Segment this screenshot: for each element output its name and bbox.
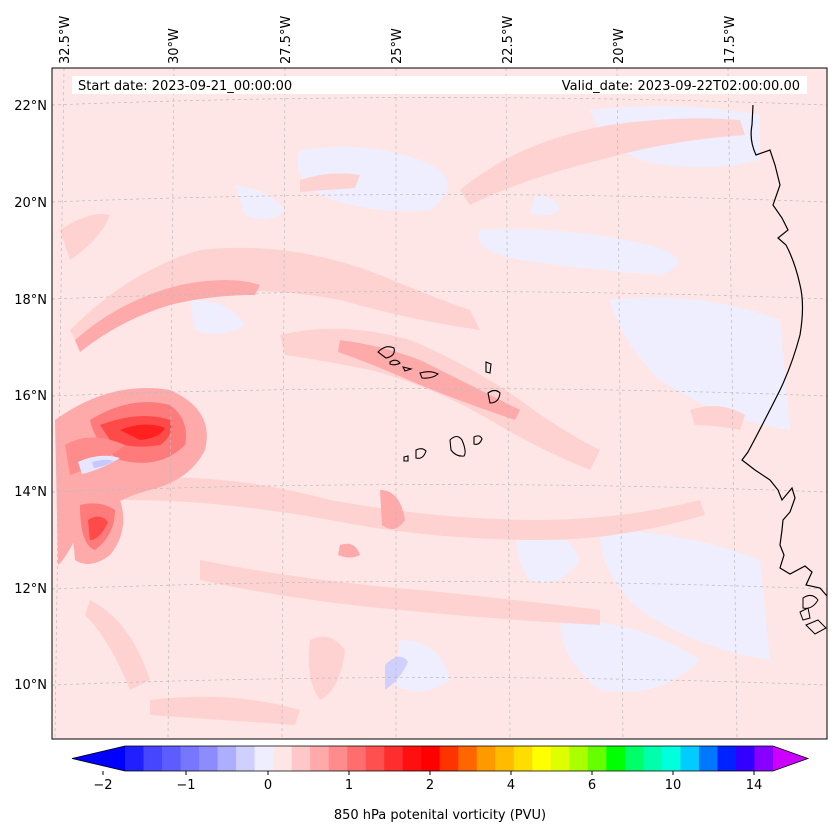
colorbar-swatch: [624, 746, 644, 771]
colorbar-swatch: [162, 746, 182, 771]
colorbar-swatch: [680, 746, 700, 771]
graticule: [52, 68, 827, 739]
colorbar-swatch: [291, 746, 311, 771]
colorbar-under-arrow: [72, 746, 125, 771]
start-date-label: Start date: 2023-09-21_00:00:00: [78, 79, 292, 94]
colorbar-over-arrow: [773, 746, 808, 771]
lon-label-30w: 30°W: [167, 28, 182, 64]
colorbar-swatch: [587, 746, 607, 771]
colorbar-swatch: [754, 746, 774, 771]
colorbar-swatch: [180, 746, 200, 771]
lon-label-27-5w: 27.5°W: [279, 16, 294, 64]
map-panel: [52, 68, 827, 739]
colorbar-swatch: [384, 746, 404, 771]
lat-label-12n: 12°N: [14, 582, 47, 597]
colorbar-swatch: [143, 746, 163, 771]
colorbar-swatch: [328, 746, 348, 771]
colorbar-tick-label: 4: [507, 778, 515, 793]
map-frame: [51, 67, 828, 740]
colorbar-swatch: [476, 746, 496, 771]
colorbar-swatch: [402, 746, 422, 771]
colorbar-swatch: [513, 746, 533, 771]
lat-label-20n: 20°N: [14, 196, 47, 211]
lon-label-32-5w: 32.5°W: [58, 16, 73, 64]
lon-label-22-5w: 22.5°W: [501, 16, 516, 64]
lat-label-18n: 18°N: [14, 293, 47, 308]
colorbar-swatch: [310, 746, 330, 771]
lon-label-17-5w: 17.5°W: [723, 16, 738, 64]
colorbar-tick-label: −2: [93, 778, 112, 793]
colorbar-swatch: [421, 746, 441, 771]
start-date-box: [72, 76, 317, 94]
colorbar-swatch: [606, 746, 626, 771]
stronger-pv-streaks: [75, 280, 520, 558]
colorbar-swatch: [458, 746, 478, 771]
colorbar-swatch: [217, 746, 237, 771]
negative-pv-patches: [190, 106, 790, 692]
colorbar: [71, 745, 810, 772]
colorbar-swatch: [569, 746, 589, 771]
lat-label-10n: 10°N: [14, 678, 47, 693]
colorbar-swatch: [717, 746, 737, 771]
lat-label-16n: 16°N: [14, 389, 47, 404]
colorbar-outline: [71, 745, 810, 772]
colorbar-tick-label: 2: [426, 778, 434, 793]
colorbar-swatch: [495, 746, 515, 771]
colorbar-swatch: [735, 746, 756, 771]
colorbar-swatch: [236, 746, 256, 771]
valid-date-box: [317, 76, 807, 94]
lon-label-20w: 20°W: [612, 28, 627, 64]
colorbar-swatch: [365, 746, 385, 771]
colorbar-swatch: [550, 746, 570, 771]
lat-label-14n: 14°N: [14, 485, 47, 500]
colorbar-swatch: [199, 746, 219, 771]
colorbar-swatch: [254, 746, 274, 771]
colorbar-tick-label: 10: [665, 778, 682, 793]
colorbar-swatch: [347, 746, 367, 771]
valid-date-label: Valid_date: 2023-09-22T02:00:00.00: [562, 79, 800, 94]
lat-label-22n: 22°N: [14, 99, 47, 114]
colorbar-swatch: [643, 746, 663, 771]
colorbar-tick-label: 6: [588, 778, 596, 793]
colorbar-swatch: [273, 746, 293, 771]
colorbar-swatch: [125, 746, 145, 771]
colorbar-tick-label: 0: [264, 778, 272, 793]
colorbar-swatch: [698, 746, 719, 771]
africa-coastline: [741, 104, 827, 597]
latitude-labels: 22°N 20°N 18°N 16°N 14°N 12°N 10°N: [14, 99, 47, 693]
guinea-islands: [799, 594, 827, 635]
lon-label-25w: 25°W: [390, 28, 405, 64]
blue-spot-south: [385, 656, 408, 690]
colorbar-label: 850 hPa potenital vorticity (PVU): [333, 808, 547, 823]
colorbar-ticks: −2 −1 0 1 2 4 6 10 14: [93, 771, 762, 793]
strong-pv-vortex: [55, 388, 207, 565]
colorbar-tick-label: 1: [345, 778, 353, 793]
colorbar-tick-label: −1: [176, 778, 195, 793]
longitude-labels: 32.5°W 30°W 27.5°W 25°W 22.5°W 20°W 17.5…: [58, 16, 738, 64]
cabo-verde-islands: [377, 346, 501, 462]
colorbar-tick-label: 14: [746, 778, 763, 793]
colorbar-swatch: [439, 746, 459, 771]
colorbar-swatch: [532, 746, 552, 771]
colorbar-swatch: [661, 746, 682, 771]
